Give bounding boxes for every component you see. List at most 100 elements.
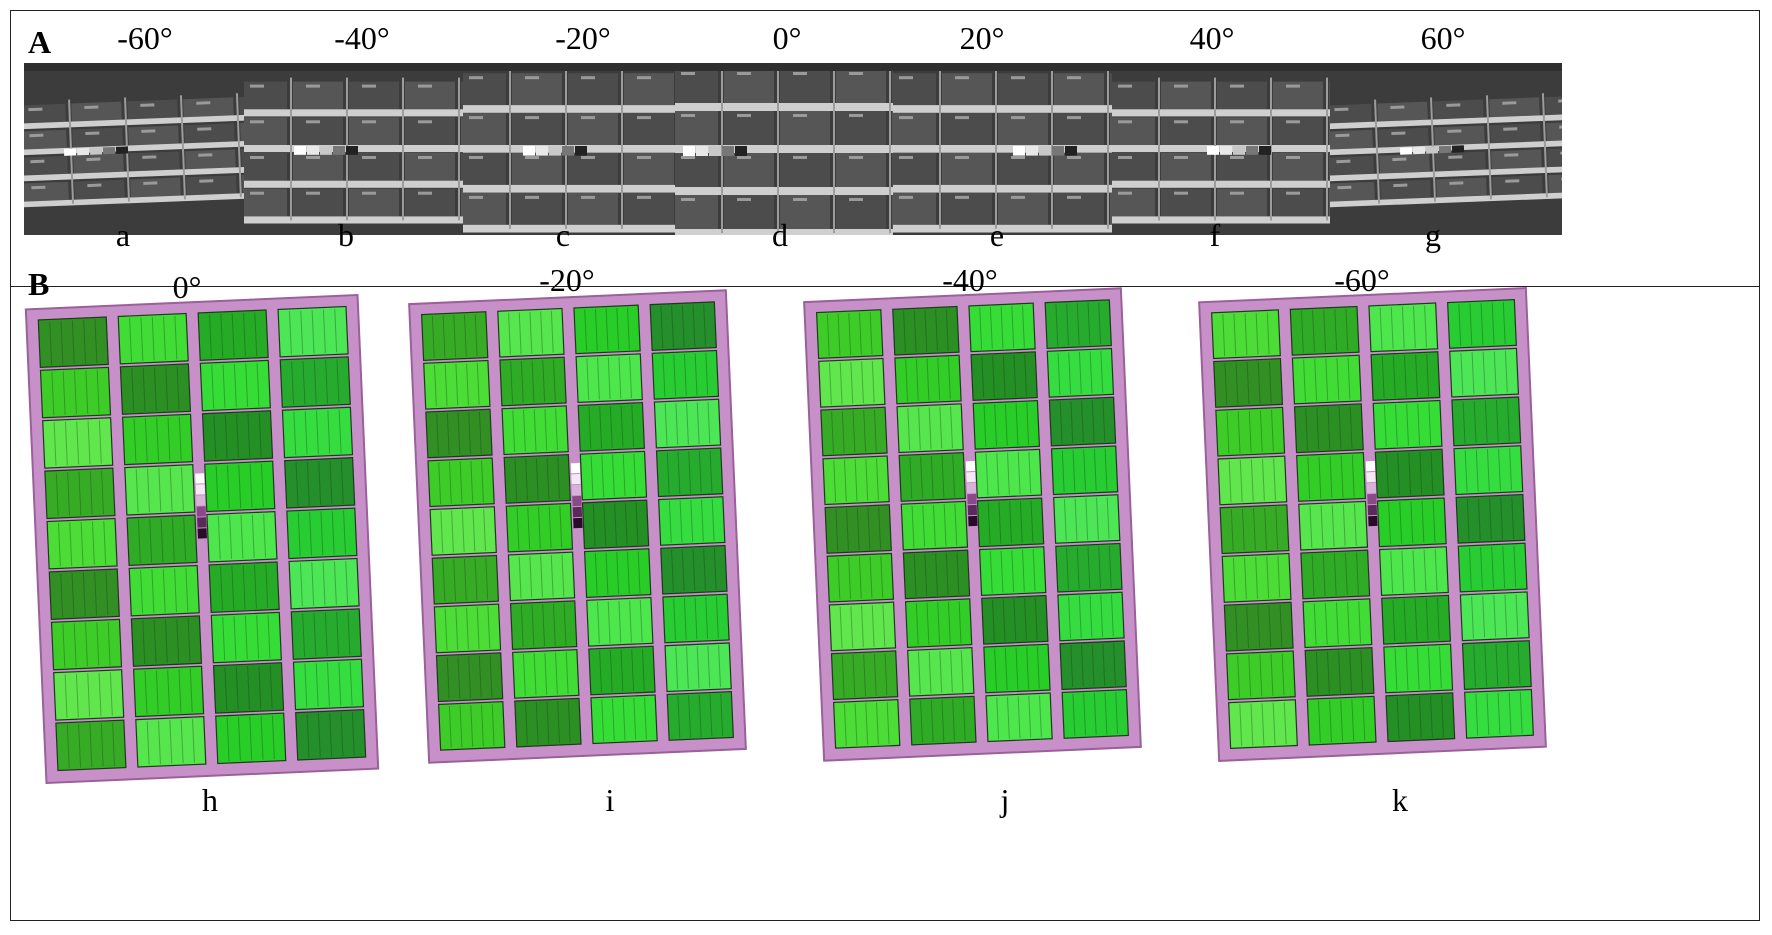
calibration-panel xyxy=(1451,145,1465,153)
crop-plot xyxy=(820,406,888,457)
crop-plot xyxy=(1223,601,1294,652)
panel-a-image-5 xyxy=(893,63,1125,235)
calibration-panel xyxy=(1065,146,1077,156)
crop-plot xyxy=(201,410,274,462)
road-strip xyxy=(675,103,907,111)
calibration-panel xyxy=(197,528,207,539)
plot-cell xyxy=(186,175,237,196)
crop-plot xyxy=(1057,591,1125,642)
crop-plot xyxy=(1221,552,1292,603)
panel-b-image-4 xyxy=(1195,277,1550,772)
calibration-panel xyxy=(735,146,747,156)
crop-plot xyxy=(660,544,728,595)
plot-cell xyxy=(73,153,124,174)
plot-cell xyxy=(183,97,234,118)
crop-plot xyxy=(896,403,964,454)
crop-plot xyxy=(575,353,643,404)
crop-plot xyxy=(828,601,897,652)
panel-a-image-7 xyxy=(1330,63,1562,235)
panel-b-label-4: k xyxy=(1392,782,1408,818)
crop-plot xyxy=(438,701,506,751)
crop-plot xyxy=(197,309,269,361)
road-strip xyxy=(1112,180,1344,188)
crop-plot xyxy=(1213,358,1284,408)
false-color-field-mosaic xyxy=(408,289,747,764)
panel-a-label-1: a xyxy=(115,217,131,253)
calibration-panel xyxy=(1367,504,1378,516)
crop-plot xyxy=(1215,406,1286,457)
panel-divider xyxy=(10,286,1760,287)
calibration-panel xyxy=(115,146,129,154)
grayscale-field-photo xyxy=(1330,63,1562,235)
crop-plot xyxy=(815,309,884,359)
crop-plot xyxy=(433,603,502,654)
panel-a-angle-6: 40° xyxy=(1189,20,1235,56)
crop-plot xyxy=(121,413,194,466)
plot-cell xyxy=(24,181,69,202)
crop-plot xyxy=(1381,594,1452,645)
calibration-panel xyxy=(571,473,581,485)
crop-plot xyxy=(1453,445,1524,496)
crop-plot xyxy=(1298,500,1369,551)
false-color-field-mosaic xyxy=(24,293,380,785)
calibration-panel xyxy=(571,484,582,496)
plot-cell xyxy=(74,179,125,200)
crop-plot xyxy=(210,611,282,664)
crop-plot xyxy=(512,648,580,699)
crop-plot xyxy=(1372,399,1443,450)
crop-plot xyxy=(664,642,732,693)
crop-plot xyxy=(124,464,196,516)
plot-cell xyxy=(1379,153,1430,174)
plot-cell xyxy=(1330,103,1372,124)
crop-plot xyxy=(662,593,730,644)
crop-plot xyxy=(892,305,960,356)
crop-plot xyxy=(1461,640,1532,690)
calibration-panel xyxy=(696,146,708,156)
crop-plot xyxy=(1451,396,1522,447)
figure-frame xyxy=(10,10,1760,921)
panel-a-label-6: f xyxy=(1209,217,1221,253)
crop-plot xyxy=(499,356,567,407)
crop-plot xyxy=(833,699,901,749)
crop-plot xyxy=(429,506,497,556)
plot-cell xyxy=(1490,123,1541,144)
plot-cell xyxy=(1378,127,1429,148)
calibration-panel xyxy=(76,147,90,156)
crop-plot xyxy=(1225,650,1296,701)
crop-plot xyxy=(208,561,280,613)
crop-plot xyxy=(822,455,890,506)
crop-plot xyxy=(44,467,116,520)
crop-plot xyxy=(1048,396,1117,447)
calibration-panel xyxy=(523,146,535,156)
panel-b-angle-1: 0° xyxy=(172,269,202,305)
crop-plot xyxy=(501,405,569,456)
calibration-panel xyxy=(346,146,358,155)
crop-plot xyxy=(581,499,650,550)
crop-plot xyxy=(978,546,1047,596)
crop-plot xyxy=(573,304,641,355)
crop-plot xyxy=(277,305,349,358)
road-strip xyxy=(675,187,907,195)
panel-a-letter: A xyxy=(28,24,52,60)
calibration-panel xyxy=(575,146,587,156)
crop-plot xyxy=(894,354,962,405)
calibration-panel xyxy=(549,146,561,156)
crop-plot xyxy=(900,500,969,551)
crop-plot xyxy=(985,692,1053,743)
crop-plot xyxy=(826,552,895,603)
calibration-panel xyxy=(709,146,721,156)
crop-plot xyxy=(1289,305,1360,356)
crop-plot xyxy=(53,669,125,721)
plot-cell xyxy=(1435,151,1486,172)
calibration-panel xyxy=(570,462,581,474)
crop-plot xyxy=(48,568,120,620)
calibration-panel xyxy=(196,506,207,517)
road-strip xyxy=(1112,109,1344,117)
crop-plot xyxy=(904,598,973,649)
crop-plot xyxy=(1368,302,1439,353)
calibration-panel xyxy=(1365,460,1376,472)
crop-plot xyxy=(983,643,1051,694)
panel-a-angle-3: -20° xyxy=(555,20,611,56)
crop-plot xyxy=(206,510,278,563)
panel-a-label-2: b xyxy=(338,217,354,253)
